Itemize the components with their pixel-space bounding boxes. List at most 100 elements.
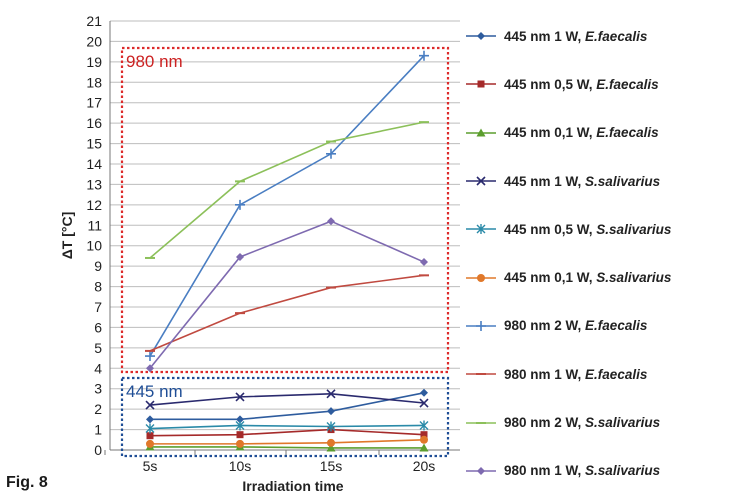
data-point: [420, 431, 428, 439]
y-tick-label: 18: [86, 74, 102, 90]
legend-label-condition: 980 nm 2 W,: [504, 415, 586, 431]
data-point: [326, 443, 336, 452]
series-line: [149, 220, 425, 369]
y-tick-label: 11: [87, 217, 102, 233]
legend-label: 445 nm 0,1 W, S.salivarius: [504, 270, 671, 285]
legend-label-condition: 980 nm 1 W,: [504, 463, 586, 479]
data-point: [146, 364, 154, 373]
annotation-980nm: 980 nm: [126, 52, 183, 71]
y-tick-label: 4: [94, 360, 102, 376]
y-tick-label: 21: [86, 13, 102, 29]
legend-label: 445 nm 0,5 W, S.salivarius: [504, 222, 671, 237]
legend-label-species: S.salivarius: [585, 173, 661, 189]
legend-label-species: E.faecalis: [585, 318, 648, 334]
legend-marker: [476, 128, 486, 137]
data-point: [145, 351, 155, 362]
x-tick-labels: 5s 10s 15s 20s: [104, 450, 436, 474]
legend-label-condition: 445 nm 0,1 W,: [504, 270, 597, 286]
box-980nm: [120, 46, 450, 374]
legend-item: 980 nm 2 W, E.faecalis: [464, 302, 736, 350]
x-tick-label: 20s: [413, 458, 436, 474]
legend-item: 445 nm 0,1 W, S.salivarius: [464, 253, 736, 301]
y-axis-label: ΔT [°C]: [59, 212, 75, 260]
data-point: [146, 415, 154, 424]
legend-swatch: [466, 80, 496, 88]
data-point: [420, 435, 428, 444]
series-2: [146, 426, 428, 440]
series-6: [146, 435, 428, 448]
data-point: [235, 392, 245, 402]
series-1: [146, 388, 428, 424]
legend-swatch: [466, 421, 496, 424]
y-tick-label: 6: [94, 319, 102, 335]
y-tick-label: 15: [86, 136, 102, 152]
legend-label-species: E.faecalis: [596, 76, 659, 92]
legend-item: 445 nm 1 W, E.faecalis: [464, 12, 736, 60]
box-445nm: [120, 376, 450, 458]
series-line: [149, 424, 425, 430]
legend-marker: [476, 224, 486, 235]
series-line: [150, 438, 425, 445]
y-tick-label: 3: [94, 381, 102, 397]
data-point: [326, 421, 336, 432]
x-axis-label: Irradiation time: [242, 478, 343, 494]
legend-marker: [477, 273, 485, 282]
data-point: [419, 398, 429, 408]
data-point: [420, 258, 428, 267]
data-point: [145, 400, 155, 410]
data-point: [326, 148, 336, 159]
series-7: [145, 50, 429, 362]
legend-label: 980 nm 2 W, S.salivarius: [504, 415, 660, 430]
legend-label: 980 nm 2 W, E.faecalis: [504, 318, 647, 333]
legend-swatch: [466, 224, 496, 235]
legend-label-condition: 445 nm 1 W,: [504, 173, 586, 189]
y-tick-label: 16: [86, 115, 102, 131]
legend-item: 445 nm 0,5 W, S.salivarius: [464, 205, 736, 253]
legend-swatch: [466, 273, 496, 282]
data-point: [327, 217, 335, 226]
legend-item: 445 nm 0,1 W, E.faecalis: [464, 109, 736, 157]
legend-swatch: [466, 320, 496, 331]
series-line: [150, 392, 425, 421]
legend-marker: [477, 80, 485, 88]
series-line: [150, 446, 424, 449]
legend-swatch: [466, 128, 496, 137]
legend-item: 980 nm 1 W, S.salivarius: [464, 447, 736, 495]
y-tick-label: 9: [94, 258, 102, 274]
data-point: [419, 50, 429, 61]
legend-swatch: [466, 32, 496, 41]
data-point: [326, 389, 336, 399]
legend-swatch: [466, 373, 496, 376]
series-line: [149, 393, 425, 406]
y-tick-label: 20: [86, 33, 102, 49]
data-point: [145, 423, 155, 434]
legend: 445 nm 1 W, E.faecalis 445 nm 0,5 W, E.fa…: [464, 12, 736, 495]
legend-label: 445 nm 0,5 W, E.faecalis: [504, 77, 659, 92]
data-point: [236, 439, 244, 448]
legend-label-condition: 445 nm 1 W,: [504, 28, 586, 44]
legend-marker: [476, 320, 486, 331]
legend-item: 980 nm 1 W, E.faecalis: [464, 350, 736, 398]
y-tick-label: 14: [86, 156, 102, 172]
series-line: [149, 121, 425, 259]
series-8: [145, 274, 429, 352]
y-tick-label: 12: [86, 197, 102, 213]
legend-item: 445 nm 0,5 W, E.faecalis: [464, 60, 736, 108]
y-tick-label: 17: [86, 95, 102, 111]
data-point: [146, 432, 154, 440]
legend-marker: [477, 32, 485, 41]
y-tick-label: 10: [86, 238, 102, 254]
data-point: [235, 199, 245, 210]
x-tick-label: 15s: [320, 458, 343, 474]
legend-label: 980 nm 1 W, S.salivarius: [504, 463, 660, 478]
legend-label-species: E.faecalis: [585, 366, 648, 382]
data-point: [236, 415, 244, 424]
legend-label-species: S.salivarius: [596, 221, 672, 237]
series-line: [149, 428, 425, 437]
figure-label: Fig. 8: [6, 474, 48, 491]
y-tick-label: 7: [94, 299, 102, 315]
y-tick-label: 5: [94, 340, 102, 356]
legend-label-condition: 445 nm 0,5 W,: [504, 221, 597, 237]
data-point: [419, 443, 429, 452]
